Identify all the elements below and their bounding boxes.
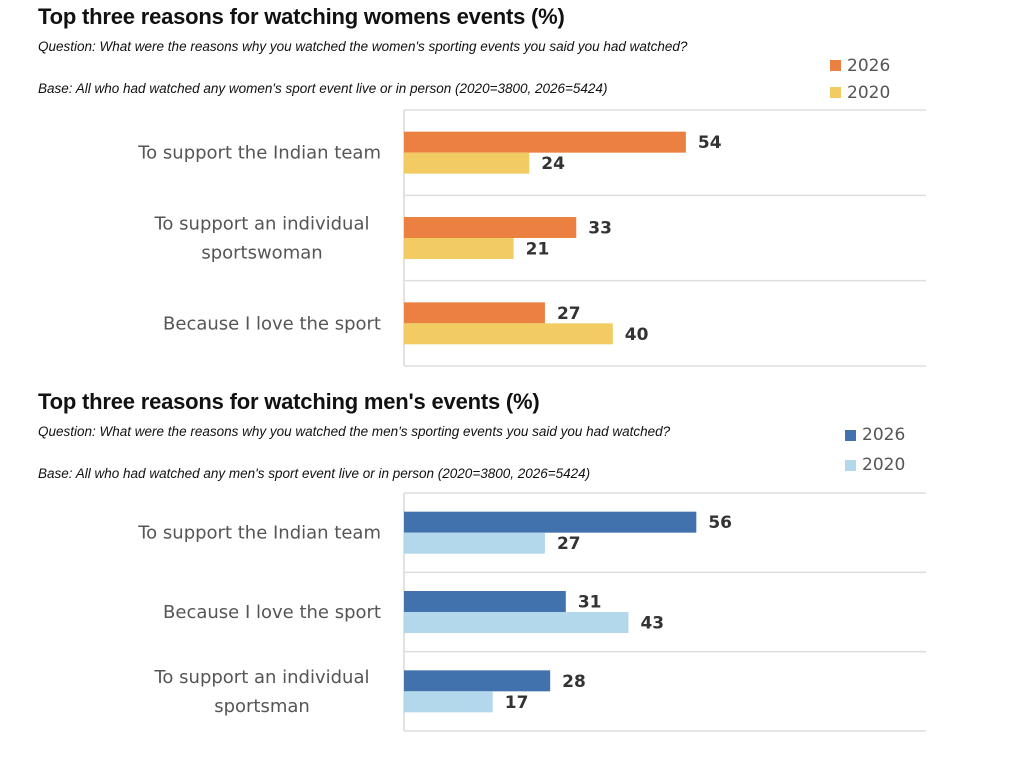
bar-2020 [404,152,530,174]
chart-base: Base: All who had watched any women's sp… [38,81,608,96]
value-label: 33 [588,219,612,239]
legend-label: 2026 [847,55,891,76]
plot-area: To support the Indian team 54 24 To support… [137,109,926,367]
chart-legend: 2026 2020 [845,420,905,480]
bar-2020 [404,691,493,713]
legend-item-2020: 2020 [830,79,890,106]
bar-2020 [404,532,545,554]
legend-swatch-2020 [830,87,841,98]
chart-question: Question: What were the reasons why you … [38,424,671,439]
chart-question: Question: What were the reasons why you … [38,39,688,54]
legend-item-2020: 2020 [845,450,905,480]
value-label: 27 [557,534,581,554]
legend-swatch-2026 [845,429,856,441]
value-label: 24 [541,154,565,174]
mens-events-chart: Top three reasons for watching men's eve… [0,385,1024,769]
value-label: 43 [640,614,664,634]
legend-item-2026: 2026 [845,420,905,450]
value-label: 28 [562,672,586,692]
legend-label: 2020 [847,82,891,103]
legend-swatch-2020 [845,459,856,471]
bar-2020 [404,612,629,633]
category-label: Because I love the sport [163,602,381,623]
bar-2026 [404,670,551,692]
value-label: 21 [526,240,550,260]
legend-label: 2020 [862,455,906,475]
legend-label: 2026 [862,425,906,445]
category-label: Because I love the sport [163,313,381,334]
chart-base: Base: All who had watched any men's spor… [38,466,591,481]
value-label: 17 [505,693,529,713]
category-label: To support an individual sportsman [153,667,369,717]
bar-2026 [404,511,697,533]
bar-2026 [404,217,577,238]
legend-swatch-2026 [830,60,841,71]
legend-item-2026: 2026 [830,52,890,79]
bar-2026 [404,591,566,612]
value-label: 27 [557,304,581,324]
value-label: 54 [698,133,722,153]
value-label: 40 [625,325,649,345]
womens-events-chart: Top three reasons for watching womens ev… [0,0,1024,380]
bar-2026 [404,302,545,324]
value-label: 31 [578,593,602,613]
category-label: To support the Indian team [137,143,381,164]
bar-2026 [404,131,686,153]
category-label: To support an individual sportswoman [153,214,369,264]
chart-title: Top three reasons for watching men's eve… [38,389,540,414]
bar-2020 [404,323,613,345]
bar-2020 [404,238,514,259]
category-label: To support the Indian team [137,523,381,544]
plot-area: To support the Indian team 56 27 Because I … [137,492,926,732]
value-label: 56 [708,513,732,533]
chart-legend: 2026 2020 [830,52,890,106]
chart-title: Top three reasons for watching womens ev… [38,4,565,29]
